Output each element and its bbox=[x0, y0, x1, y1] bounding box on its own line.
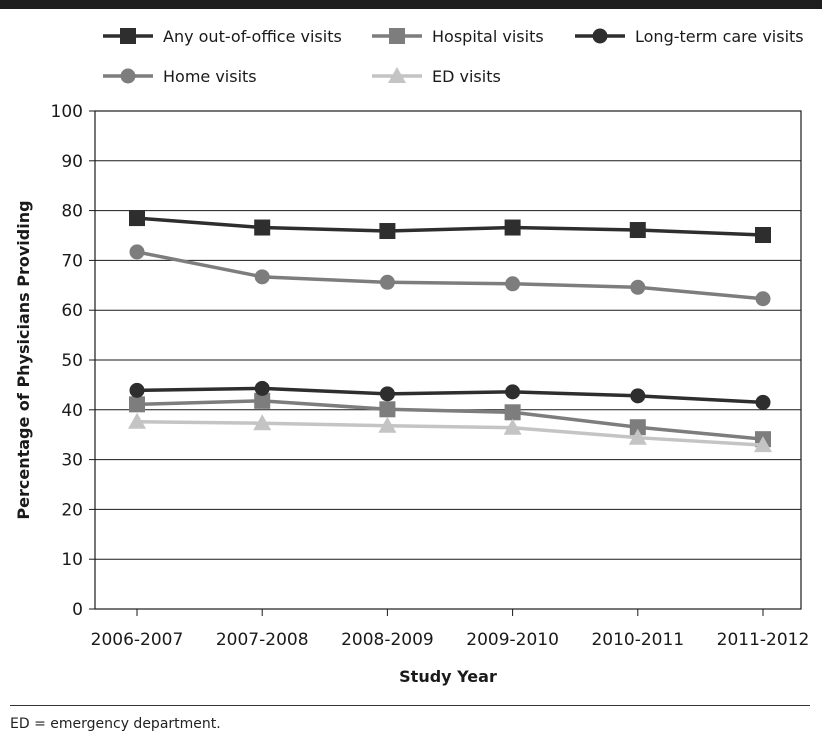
y-tick-label: 0 bbox=[72, 600, 83, 620]
data-point bbox=[253, 414, 272, 431]
data-point bbox=[379, 274, 395, 290]
line-chart: 0 10 20 30 40 50 60 70 80 90 100 2006-2007 2007-2008… bbox=[14, 27, 810, 686]
x-tick-label: 2007-2008 bbox=[216, 630, 309, 650]
y-tick-label: 20 bbox=[61, 500, 83, 520]
y-tick-label: 70 bbox=[61, 251, 83, 271]
y-tick-label: 10 bbox=[61, 550, 83, 570]
legend-marker bbox=[388, 67, 406, 83]
y-tick-label: 60 bbox=[61, 301, 83, 321]
x-tick-label: 2010-2011 bbox=[591, 630, 684, 650]
data-point bbox=[755, 394, 771, 410]
legend-label: ED visits bbox=[432, 67, 501, 86]
legend-marker bbox=[120, 68, 136, 84]
data-point bbox=[254, 269, 270, 285]
data-point bbox=[505, 276, 521, 292]
y-tick-label: 100 bbox=[51, 102, 83, 122]
data-point bbox=[628, 428, 647, 445]
data-point bbox=[504, 219, 521, 236]
data-point bbox=[755, 227, 771, 244]
data-point bbox=[755, 291, 771, 307]
series-line-2 bbox=[136, 386, 764, 405]
legend-marker bbox=[389, 28, 405, 44]
legend-label: Hospital visits bbox=[432, 27, 544, 46]
data-point bbox=[379, 223, 396, 240]
top-rule bbox=[0, 0, 822, 9]
y-axis-title: Percentage of Physicians Providing bbox=[14, 200, 33, 519]
y-tick-label: 80 bbox=[61, 202, 83, 222]
data-point bbox=[630, 388, 646, 404]
legend-label: Long-term care visits bbox=[635, 27, 804, 46]
bottom-rule bbox=[10, 705, 810, 706]
data-point bbox=[129, 382, 145, 398]
data-point bbox=[504, 404, 521, 421]
footnote: ED = emergency department. bbox=[10, 716, 221, 732]
series-line-0 bbox=[136, 216, 764, 237]
data-point bbox=[129, 244, 145, 260]
y-tick-label: 50 bbox=[61, 351, 83, 371]
legend-label: Home visits bbox=[163, 67, 257, 86]
legend-label: Any out-of-office visits bbox=[163, 27, 342, 46]
data-point bbox=[379, 401, 396, 418]
data-point bbox=[129, 210, 145, 227]
data-point bbox=[503, 418, 522, 435]
y-tick-label: 40 bbox=[61, 401, 83, 421]
data-point bbox=[629, 222, 646, 239]
data-point bbox=[378, 416, 397, 433]
data-point bbox=[254, 380, 270, 396]
data-point bbox=[379, 386, 395, 402]
x-tick-label: 2009-2010 bbox=[466, 630, 559, 650]
data-point bbox=[129, 396, 145, 413]
data-point bbox=[128, 412, 146, 429]
x-tick-label: 2006-2007 bbox=[91, 630, 184, 650]
legend-marker bbox=[592, 28, 608, 44]
x-tick-label: 2011-2012 bbox=[717, 630, 810, 650]
y-tick-label: 30 bbox=[61, 451, 83, 471]
data-point bbox=[630, 279, 646, 295]
x-axis-title: Study Year bbox=[399, 667, 497, 686]
series-line-1 bbox=[136, 399, 764, 441]
data-point bbox=[629, 419, 646, 436]
y-tick-label: 90 bbox=[61, 152, 83, 172]
x-tick-label: 2008-2009 bbox=[341, 630, 434, 650]
data-point bbox=[754, 436, 772, 453]
data-point bbox=[254, 392, 271, 409]
data-point bbox=[254, 219, 271, 236]
series-line-4 bbox=[136, 420, 764, 447]
legend-marker bbox=[120, 28, 136, 44]
series-line-3 bbox=[136, 250, 764, 301]
data-point bbox=[505, 384, 521, 400]
